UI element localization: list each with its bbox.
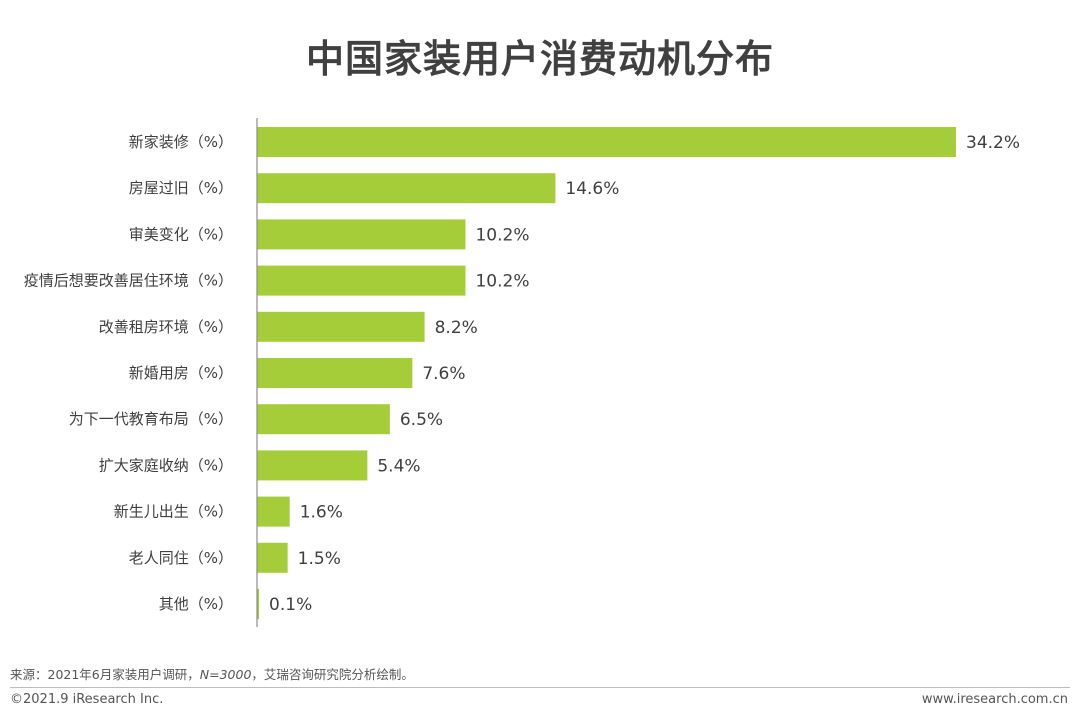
category-label: 为下一代教育布局（%） xyxy=(69,410,233,428)
bar xyxy=(257,496,290,527)
value-label: 1.5% xyxy=(298,549,341,569)
bar-chart: 新家装修（%） 房屋过旧（%） 审美变化（%） 疫情后想要改善居住环境（%） 改善租房环… xyxy=(24,118,1020,627)
value-label: 10.2% xyxy=(475,272,529,292)
bar xyxy=(257,404,390,435)
value-label: 0.1% xyxy=(269,595,312,615)
value-label: 14.6% xyxy=(565,179,619,199)
bar xyxy=(257,219,466,250)
value-label: 1.6% xyxy=(300,503,343,523)
value-label: 8.2% xyxy=(435,318,478,338)
bar xyxy=(257,542,288,573)
category-label: 扩大家庭收纳（%） xyxy=(99,456,233,474)
bar xyxy=(257,173,556,204)
category-label: 新生儿出生（%） xyxy=(114,503,233,521)
category-label: 疫情后想要改善居住环境（%） xyxy=(24,272,233,290)
bar xyxy=(257,265,466,296)
value-label: 5.4% xyxy=(377,456,420,476)
chart-title: 中国家装用户消费动机分布 xyxy=(305,37,774,81)
copyright: ©2021.9 iResearch Inc. xyxy=(10,692,164,707)
source-sample-size: N=3000 xyxy=(199,667,252,682)
category-label: 审美变化（%） xyxy=(129,225,233,243)
source-suffix: ，艾瑞咨询研究院分析绘制。 xyxy=(251,667,414,682)
value-label: 6.5% xyxy=(400,410,443,430)
category-label: 改善租房环境（%） xyxy=(99,318,233,336)
category-labels: 新家装修（%） 房屋过旧（%） 审美变化（%） 疫情后想要改善居住环境（%） 改善租房环… xyxy=(24,133,233,613)
source-note: 来源：2021年6月家装用户调研，N=3000，艾瑞咨询研究院分析绘制。 xyxy=(10,664,414,683)
category-label: 房屋过旧（%） xyxy=(129,179,233,197)
website-link[interactable]: www.iresearch.com.cn xyxy=(921,692,1068,707)
value-labels: 34.2% 14.6% 10.2% 10.2% 8.2% 7.6% 6.5% 5.4% 1.6%… xyxy=(269,133,1020,615)
value-label: 7.6% xyxy=(422,364,465,384)
bar xyxy=(257,127,956,157)
category-label: 其他（%） xyxy=(159,595,233,613)
bars-layer xyxy=(257,127,956,619)
value-label: 10.2% xyxy=(475,225,529,245)
bar xyxy=(257,589,260,619)
source-prefix: 来源：2021年6月家装用户调研， xyxy=(10,667,200,682)
value-label: 34.2% xyxy=(966,133,1020,153)
category-label: 老人同住（%） xyxy=(129,549,233,567)
category-label: 新婚用房（%） xyxy=(129,364,233,382)
footer-divider xyxy=(10,687,1070,688)
bar xyxy=(257,311,425,342)
bar xyxy=(257,450,368,481)
category-label: 新家装修（%） xyxy=(129,133,233,151)
bar xyxy=(257,358,413,388)
